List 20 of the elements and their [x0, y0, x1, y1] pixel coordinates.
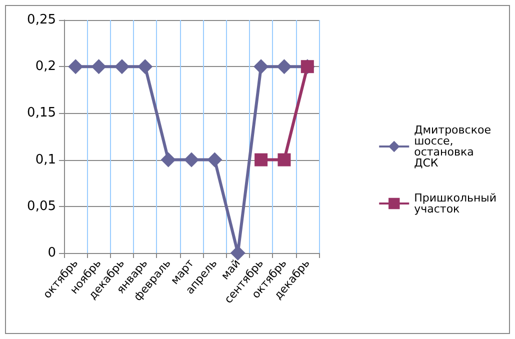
- point: [91, 59, 106, 74]
- point: [276, 59, 292, 74]
- point: [254, 153, 268, 166]
- point: [160, 152, 176, 168]
- y-tick-label: 0: [48, 246, 56, 260]
- y-tick-label: 0,05: [27, 198, 56, 214]
- point: [207, 152, 222, 168]
- point: [278, 153, 291, 166]
- point: [114, 59, 130, 74]
- point: [138, 59, 153, 74]
- point: [254, 59, 269, 74]
- y-tick-label: 0,1: [35, 152, 56, 168]
- point: [184, 152, 199, 168]
- legend-label: Пришкольный участок: [414, 192, 500, 216]
- point: [68, 59, 84, 74]
- legend-label: Дмитровское шоссе, остановка ДСК: [414, 124, 494, 170]
- y-tick-label: 0,2: [35, 59, 56, 74]
- y-tick-label: 0,15: [27, 106, 56, 121]
- point: [230, 246, 246, 260]
- y-tick-label: 0,25: [27, 12, 56, 28]
